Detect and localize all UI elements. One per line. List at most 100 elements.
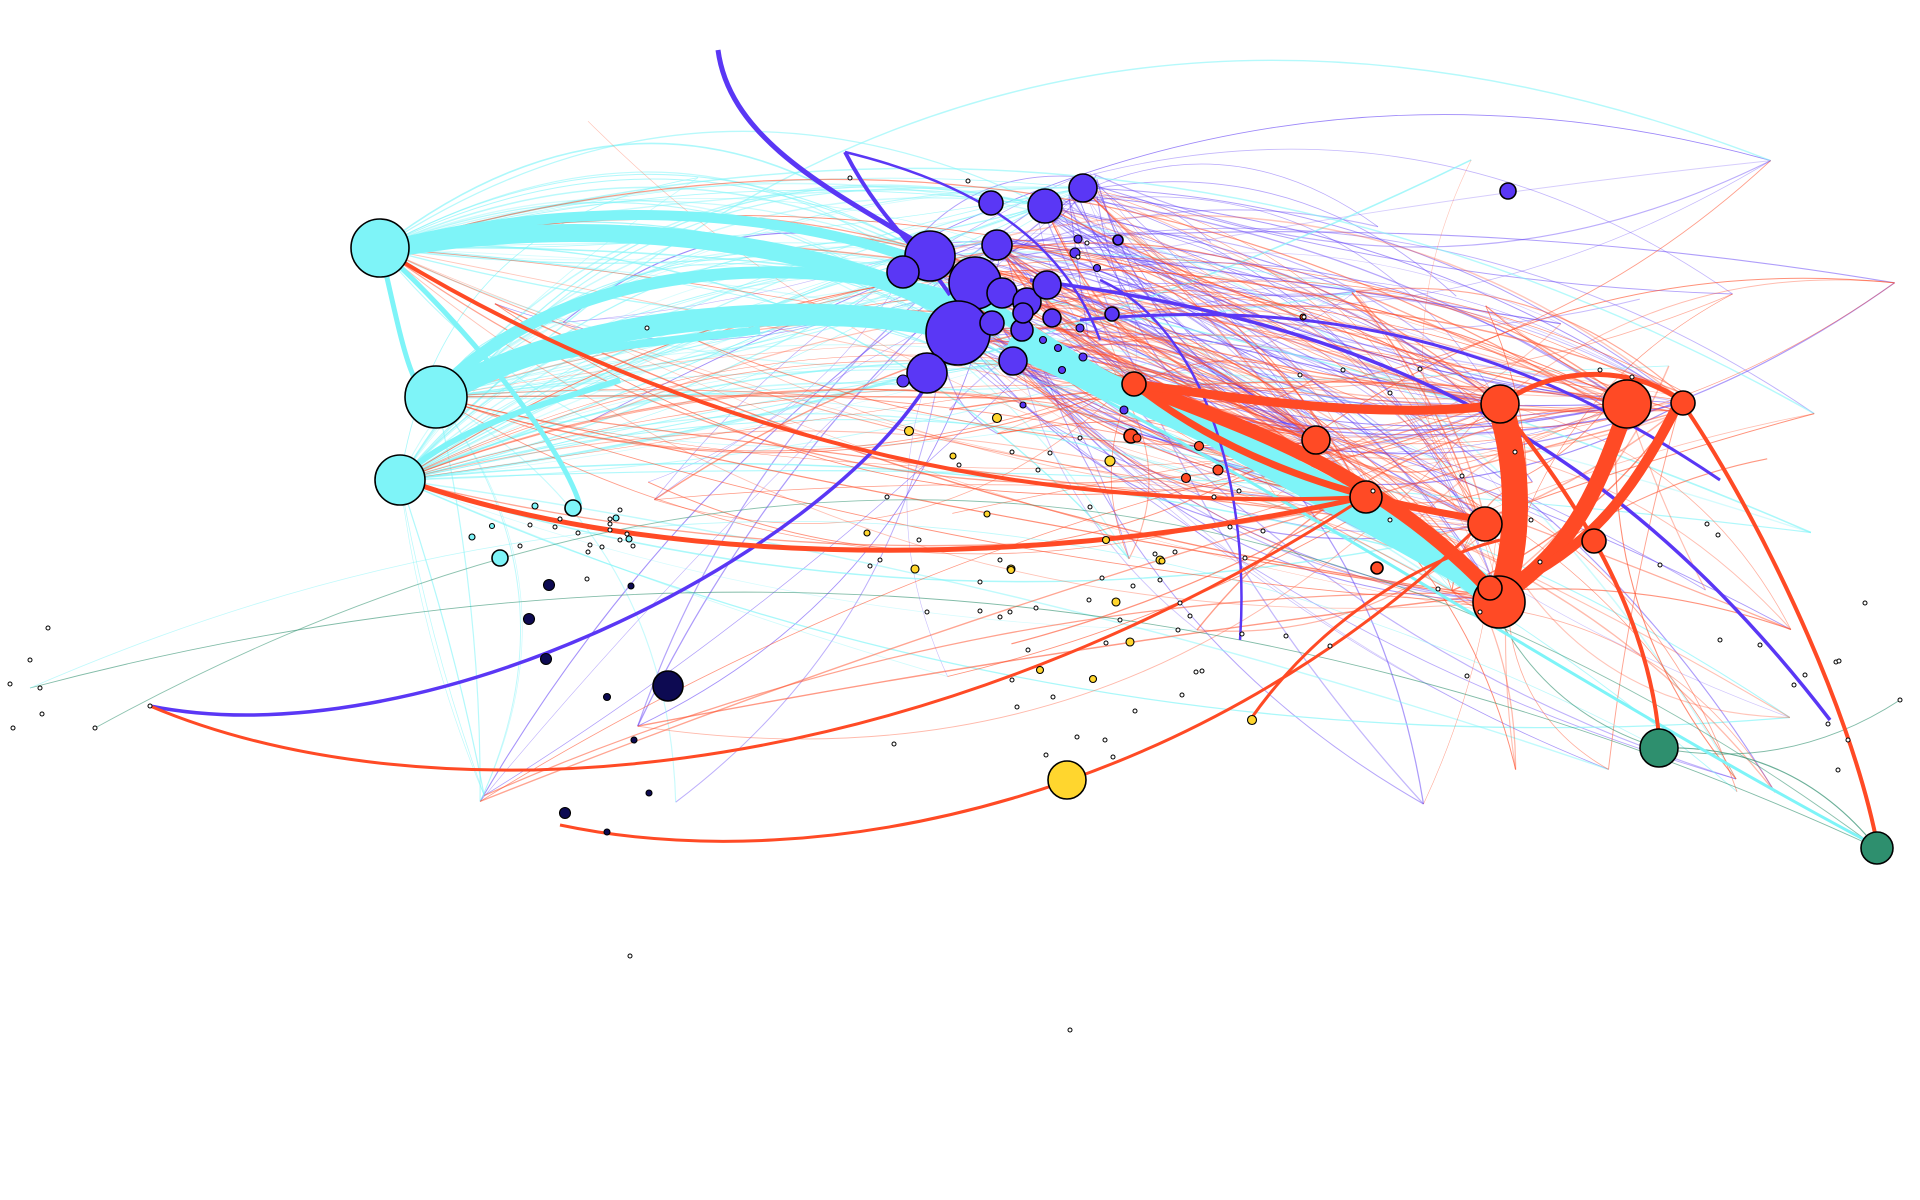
tiny-node[interactable] — [10, 725, 16, 731]
yellow-node[interactable] — [863, 529, 871, 537]
tiny-node[interactable] — [92, 725, 98, 731]
tiny-node[interactable] — [1862, 600, 1868, 606]
navy-node[interactable] — [522, 612, 536, 626]
tiny-node[interactable] — [1035, 467, 1041, 473]
tiny-node[interactable] — [1047, 450, 1053, 456]
violet-node[interactable] — [1104, 306, 1120, 322]
violet-node[interactable] — [1499, 182, 1517, 200]
yellow-node[interactable] — [903, 425, 915, 437]
cyan-node[interactable] — [491, 549, 509, 567]
navy-node[interactable] — [542, 578, 556, 592]
tiny-node[interactable] — [1099, 575, 1105, 581]
tiny-node[interactable] — [624, 531, 630, 537]
yellow-node[interactable] — [1047, 760, 1087, 800]
tiny-node[interactable] — [1464, 673, 1470, 679]
tiny-node[interactable] — [1528, 517, 1534, 523]
tiny-node[interactable] — [1193, 669, 1199, 675]
violet-node[interactable] — [886, 255, 920, 289]
tiny-node[interactable] — [27, 657, 33, 663]
tiny-node[interactable] — [924, 609, 930, 615]
tiny-node[interactable] — [1417, 366, 1423, 372]
red-node[interactable] — [1480, 384, 1520, 424]
tiny-node[interactable] — [977, 579, 983, 585]
violet-node[interactable] — [1019, 401, 1027, 409]
tiny-node[interactable] — [39, 711, 45, 717]
tiny-node[interactable] — [587, 542, 593, 548]
red-node[interactable] — [1467, 506, 1503, 542]
tiny-node[interactable] — [1836, 658, 1842, 664]
tiny-node[interactable] — [1130, 583, 1136, 589]
yellow-node[interactable] — [949, 452, 957, 460]
tiny-node[interactable] — [557, 516, 563, 522]
tiny-node[interactable] — [1077, 435, 1083, 441]
tiny-node[interactable] — [884, 494, 890, 500]
tiny-node[interactable] — [1825, 721, 1831, 727]
tiny-node[interactable] — [37, 685, 43, 691]
tiny-node[interactable] — [1512, 449, 1518, 455]
tiny-node[interactable] — [1477, 609, 1483, 615]
navy-node[interactable] — [558, 806, 572, 820]
tiny-node[interactable] — [1172, 549, 1178, 555]
tiny-node[interactable] — [1629, 374, 1635, 380]
tiny-node[interactable] — [1152, 551, 1158, 557]
yellow-node[interactable] — [991, 412, 1003, 424]
tiny-node[interactable] — [1177, 600, 1183, 606]
cyan-node[interactable] — [564, 499, 582, 517]
tiny-node[interactable] — [575, 530, 581, 536]
tiny-node[interactable] — [1187, 613, 1193, 619]
red-node[interactable] — [1477, 575, 1503, 601]
navy-node[interactable] — [539, 652, 553, 666]
red-node[interactable] — [1670, 390, 1696, 416]
tiny-node[interactable] — [599, 544, 605, 550]
tiny-node[interactable] — [1075, 254, 1081, 260]
tiny-node[interactable] — [607, 521, 613, 527]
tiny-node[interactable] — [977, 608, 983, 614]
cyan-node[interactable] — [468, 533, 476, 541]
tiny-node[interactable] — [1102, 737, 1108, 743]
cyan-node[interactable] — [350, 218, 410, 278]
violet-node[interactable] — [1092, 263, 1102, 273]
tiny-node[interactable] — [1009, 677, 1015, 683]
tiny-node[interactable] — [1340, 367, 1346, 373]
cyan-node[interactable] — [374, 454, 426, 506]
tiny-node[interactable] — [1007, 609, 1013, 615]
yellow-node[interactable] — [1088, 674, 1098, 684]
red-node[interactable] — [1581, 528, 1607, 554]
violet-node[interactable] — [896, 374, 910, 388]
navy-node[interactable] — [630, 736, 638, 744]
tiny-node[interactable] — [630, 543, 636, 549]
tiny-node[interactable] — [1717, 637, 1723, 643]
navy-node[interactable] — [627, 582, 635, 590]
tiny-node[interactable] — [1199, 668, 1205, 674]
tiny-node[interactable] — [607, 527, 613, 533]
tiny-node[interactable] — [1236, 488, 1242, 494]
violet-node[interactable] — [1078, 352, 1088, 362]
tiny-node[interactable] — [527, 522, 533, 528]
tiny-node[interactable] — [1179, 692, 1185, 698]
tiny-node[interactable] — [1084, 240, 1090, 246]
tiny-node[interactable] — [617, 537, 623, 543]
tiny-node[interactable] — [1802, 672, 1808, 678]
tiny-node[interactable] — [517, 543, 523, 549]
violet-node[interactable] — [906, 352, 948, 394]
tiny-node[interactable] — [1283, 633, 1289, 639]
yellow-node[interactable] — [1125, 637, 1135, 647]
tiny-node[interactable] — [1835, 767, 1841, 773]
tiny-node[interactable] — [1074, 734, 1080, 740]
tiny-node[interactable] — [1757, 642, 1763, 648]
yellow-node[interactable] — [983, 510, 991, 518]
violet-node[interactable] — [978, 190, 1004, 216]
red-node[interactable] — [1212, 464, 1224, 476]
yellow-node[interactable] — [1246, 714, 1258, 726]
green-node[interactable] — [1639, 728, 1679, 768]
red-node[interactable] — [1180, 472, 1192, 484]
tiny-node[interactable] — [1157, 577, 1163, 583]
cyan-node[interactable] — [404, 365, 468, 429]
cyan-node[interactable] — [612, 514, 620, 522]
tiny-node[interactable] — [997, 614, 1003, 620]
tiny-node[interactable] — [956, 462, 962, 468]
tiny-node[interactable] — [997, 557, 1003, 563]
tiny-node[interactable] — [1327, 643, 1333, 649]
tiny-node[interactable] — [1211, 494, 1217, 500]
tiny-node[interactable] — [867, 563, 873, 569]
